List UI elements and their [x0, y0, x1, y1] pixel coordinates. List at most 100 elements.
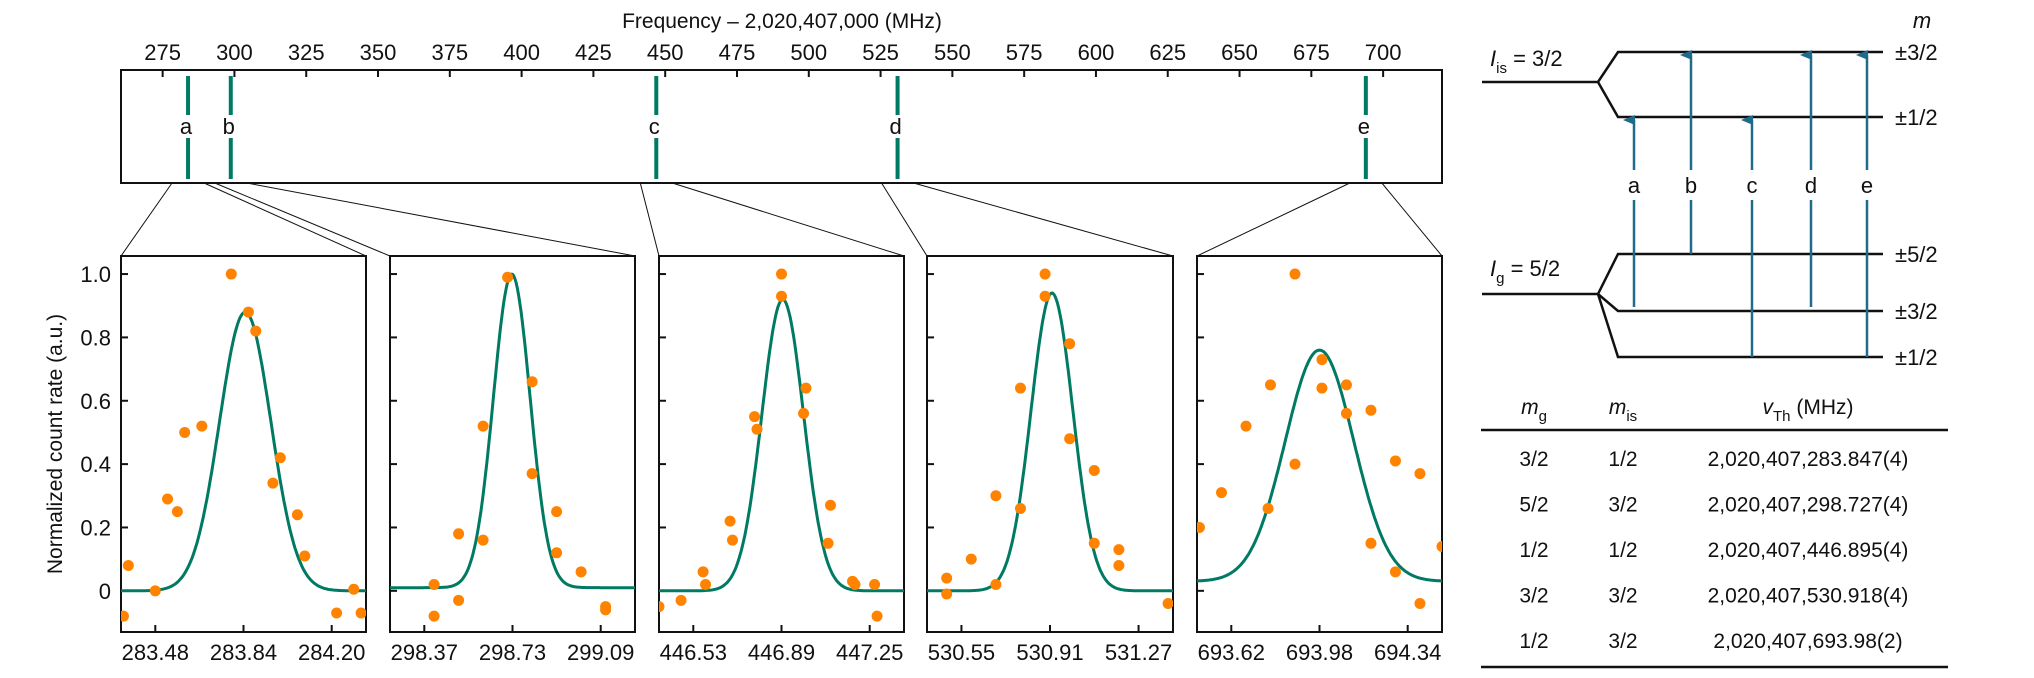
table-cell: 2,020,407,446.895(4) — [1708, 539, 1909, 562]
data-point — [941, 572, 953, 584]
zoom-connector — [246, 182, 636, 257]
data-point — [162, 493, 174, 505]
overview-tick-label: 400 — [503, 40, 540, 65]
overview-tick-label: 700 — [1365, 40, 1402, 65]
data-point — [1064, 433, 1076, 445]
data-point — [453, 528, 465, 540]
data-point — [428, 578, 440, 590]
data-point — [267, 477, 279, 489]
ground-levels — [1482, 252, 1883, 359]
data-point — [1039, 290, 1051, 302]
table-cell: 2,020,407,693.98(2) — [1713, 630, 1902, 653]
data-point — [869, 578, 881, 590]
x-tick-label: 284.20 — [298, 640, 365, 665]
data-point — [1414, 597, 1426, 609]
table-row: 1/2 1/2 2,020,407,446.895(4) — [1519, 539, 1908, 562]
zoom-connector — [1381, 182, 1443, 257]
overview-tick-label: 425 — [575, 40, 612, 65]
header-symbol: m — [1609, 396, 1627, 419]
zoom-connector — [913, 182, 1174, 257]
header-unit: (MHz) — [1791, 396, 1854, 419]
overview-tick-label: 475 — [719, 40, 756, 65]
data-point — [250, 325, 262, 337]
x-tick-label: 283.48 — [122, 640, 189, 665]
data-point — [551, 506, 563, 518]
data-point — [675, 594, 687, 606]
data-point — [274, 452, 286, 464]
overview-peak-label: a — [180, 114, 193, 139]
overview-tick-label: 550 — [934, 40, 971, 65]
table-cell: 1/2 — [1608, 448, 1637, 471]
isomer-sublevel-label: ±3/2 — [1895, 40, 1938, 65]
panel-peak-c: 446.53 446.89 447.25 — [658, 255, 905, 665]
panel-peak-d: 530.55 530.91 531.27 — [926, 255, 1174, 665]
header-subscript: Th — [1773, 408, 1791, 425]
table-cell: 3/2 — [1519, 585, 1548, 608]
header-subscript: is — [1626, 408, 1637, 425]
table-cell: 2,020,407,283.847(4) — [1708, 448, 1909, 471]
y-tick-label: 0.4 — [80, 452, 111, 477]
data-point — [1162, 597, 1173, 609]
table-cell: 2,020,407,530.918(4) — [1708, 585, 1909, 608]
data-point — [1039, 268, 1051, 280]
transition-label: d — [1805, 173, 1817, 198]
data-point — [1113, 544, 1125, 556]
data-point — [1316, 382, 1328, 394]
data-point — [502, 271, 514, 283]
zoom-connector — [881, 182, 928, 257]
data-point — [428, 610, 440, 622]
x-tick-label: 694.34 — [1374, 640, 1441, 665]
panel-frame — [389, 255, 636, 633]
data-point — [122, 559, 134, 571]
overview-tick-label: 575 — [1006, 40, 1043, 65]
overview-tick-label: 525 — [862, 40, 899, 65]
data-point — [1365, 537, 1377, 549]
isomer-state-label: Iis = 3/2 — [1490, 46, 1563, 77]
table-row: 5/2 3/2 2,020,407,298.727(4) — [1519, 494, 1908, 517]
data-point — [179, 426, 191, 438]
data-points — [941, 268, 1173, 609]
table-header: vTh (MHz) — [1763, 396, 1854, 425]
header-symbol: m — [1521, 396, 1539, 419]
data-point — [724, 515, 736, 527]
data-point — [965, 553, 977, 565]
x-tick-label: 530.91 — [1016, 640, 1083, 665]
data-point — [1240, 420, 1252, 432]
table-cell: 3/2 — [1608, 585, 1637, 608]
data-point — [727, 534, 738, 546]
table-cell: 3/2 — [1608, 494, 1637, 517]
panel-frame — [1196, 255, 1443, 633]
table-cell: 3/2 — [1608, 630, 1637, 653]
data-point — [1289, 458, 1301, 470]
data-point — [749, 411, 761, 423]
data-points — [428, 271, 612, 622]
state-value: = 3/2 — [1507, 46, 1563, 71]
table-cell: 1/2 — [1519, 630, 1548, 653]
table-header: mg — [1521, 396, 1547, 425]
overview-tick-label: 325 — [288, 40, 325, 65]
zoom-connector — [203, 182, 367, 257]
data-points — [121, 268, 366, 622]
data-point — [331, 607, 343, 619]
transition-label: e — [1861, 173, 1873, 198]
data-point — [291, 509, 303, 521]
data-point — [149, 585, 161, 597]
overview-frame — [120, 69, 1443, 184]
table-row: 1/2 3/2 2,020,407,693.98(2) — [1519, 630, 1902, 653]
x-tick-label: 530.55 — [928, 640, 995, 665]
data-point — [1414, 468, 1426, 480]
data-point — [1113, 559, 1125, 571]
header-symbol: v — [1763, 396, 1775, 419]
state-subscript: is — [1496, 60, 1507, 77]
data-point — [700, 578, 712, 590]
y-axis-title: Normalized count rate (a.u.) — [44, 314, 67, 574]
x-tick-label: 693.98 — [1286, 640, 1353, 665]
data-point — [453, 594, 465, 606]
header-subscript: g — [1539, 408, 1547, 425]
data-point — [1265, 379, 1276, 391]
fit-curve — [659, 297, 904, 593]
ground-sublevel-label: ±1/2 — [1895, 345, 1938, 370]
data-point — [196, 420, 208, 432]
isomer-levels — [1482, 50, 1883, 119]
